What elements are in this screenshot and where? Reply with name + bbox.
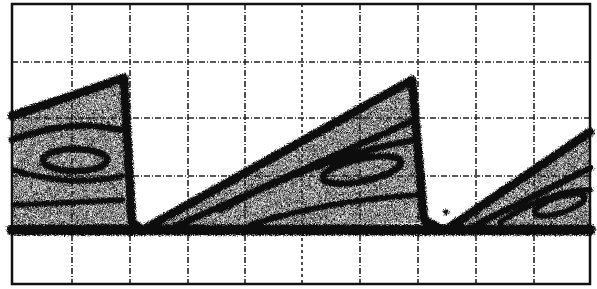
oscilloscope-screen [0, 0, 597, 289]
page: (() => { const data = JSON.parse(documen… [0, 0, 597, 289]
waveform [12, 78, 590, 232]
